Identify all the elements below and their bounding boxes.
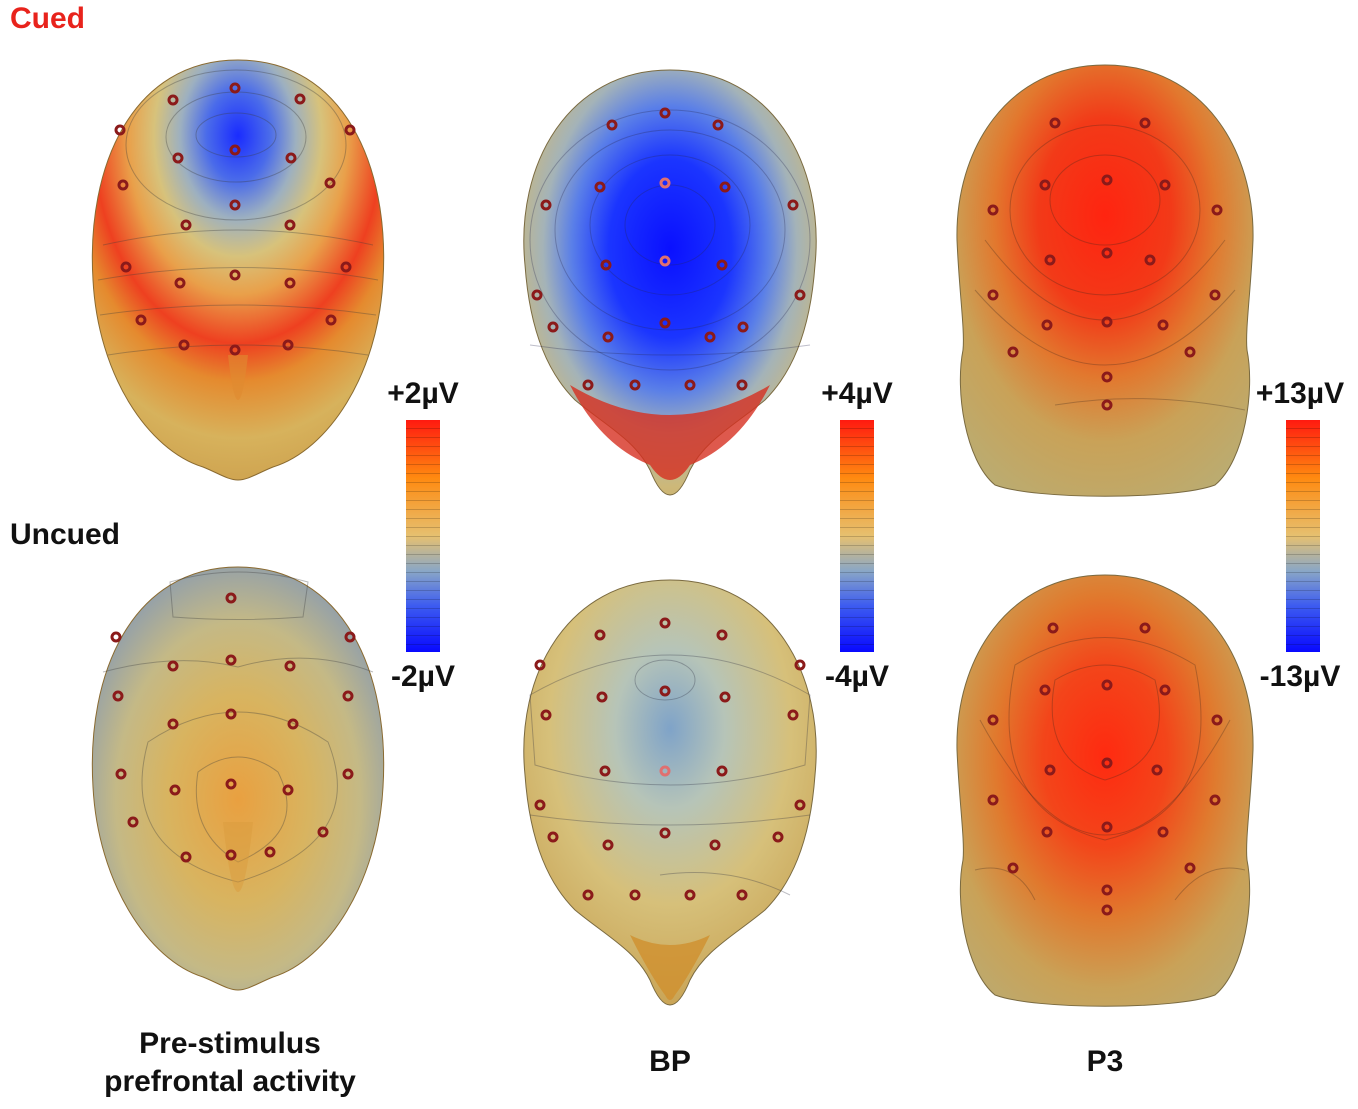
column-title-bp-line1: BP bbox=[649, 1045, 691, 1078]
scale-min-prefrontal: -2µV bbox=[391, 660, 455, 693]
head-map-prefrontal-uncued bbox=[91, 566, 385, 991]
column-title-prefrontal: Pre-stimulus prefrontal activity bbox=[80, 1025, 380, 1101]
head-map-prefrontal-cued bbox=[91, 59, 385, 481]
scale-max-p3: +13µV bbox=[1255, 377, 1345, 410]
scale-max-prefrontal: +2µV bbox=[387, 377, 459, 410]
column-title-prefrontal-line2: prefrontal activity bbox=[104, 1065, 356, 1098]
color-scale-p3 bbox=[1286, 420, 1320, 652]
row-label-uncued: Uncued bbox=[10, 518, 121, 551]
scale-min-bp: -4µV bbox=[825, 660, 889, 693]
scale-max-bp: +4µV bbox=[821, 377, 893, 410]
head-map-p3-uncued bbox=[956, 574, 1254, 1007]
column-title-p3-line1: P3 bbox=[1086, 1045, 1124, 1078]
color-scale-bp bbox=[840, 420, 874, 652]
head-map-bp-uncued bbox=[523, 579, 817, 1006]
column-title-p3: P3 bbox=[1005, 1045, 1205, 1079]
head-map-bp-cued bbox=[523, 69, 817, 496]
color-scale-prefrontal bbox=[406, 420, 440, 652]
scale-min-p3: -13µV bbox=[1259, 660, 1341, 693]
column-title-prefrontal-line1: Pre-stimulus bbox=[139, 1027, 321, 1060]
column-title-bp: BP bbox=[570, 1045, 770, 1079]
row-label-cued: Cued bbox=[10, 2, 85, 35]
head-map-p3-cued bbox=[956, 64, 1254, 497]
